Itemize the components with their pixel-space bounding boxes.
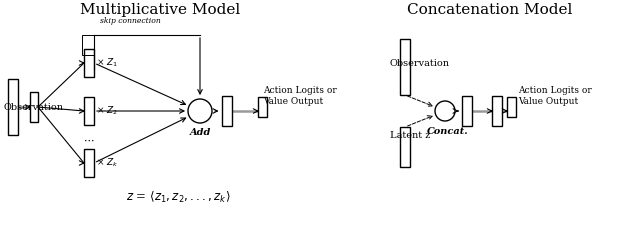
Text: Observation: Observation	[3, 103, 63, 112]
Circle shape	[188, 99, 212, 123]
Bar	[258, 97, 267, 117]
Bar	[84, 149, 94, 177]
Bar	[84, 49, 94, 77]
Text: skip connection: skip connection	[100, 17, 161, 25]
Text: Add: Add	[189, 128, 211, 137]
Bar	[222, 96, 232, 126]
Bar	[507, 97, 516, 117]
Bar	[400, 127, 410, 167]
Text: Multiplicative Model: Multiplicative Model	[80, 3, 240, 17]
Text: $z$ = $\langle z_1, z_2, ..., z_k \rangle$: $z$ = $\langle z_1, z_2, ..., z_k \rangl…	[125, 189, 230, 205]
Text: ···: ···	[84, 137, 94, 147]
Text: Concatenation Model: Concatenation Model	[407, 3, 573, 17]
Text: Latent z: Latent z	[390, 131, 430, 140]
Bar	[30, 92, 38, 122]
Text: × $Z_1$: × $Z_1$	[96, 57, 118, 69]
Text: Concat.: Concat.	[427, 127, 469, 136]
Text: Action Logits or
Value Output: Action Logits or Value Output	[518, 86, 592, 106]
Bar	[492, 96, 502, 126]
Bar	[400, 39, 410, 95]
Bar	[84, 97, 94, 125]
Bar	[462, 96, 472, 126]
Bar	[82, 35, 94, 55]
Circle shape	[435, 101, 455, 121]
Text: Observation: Observation	[390, 58, 450, 68]
Text: × $Z_2$: × $Z_2$	[96, 105, 118, 117]
Text: Action Logits or
Value Output: Action Logits or Value Output	[263, 86, 337, 106]
Text: × $Z_k$: × $Z_k$	[96, 157, 118, 169]
Bar	[8, 79, 18, 135]
